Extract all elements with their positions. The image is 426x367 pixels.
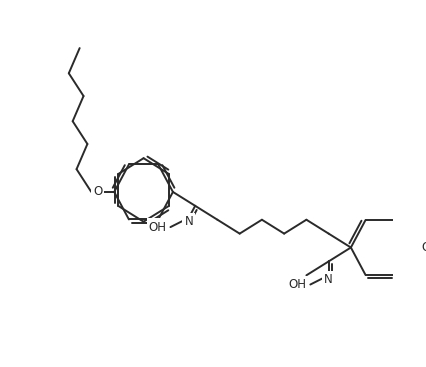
Text: N: N (323, 273, 332, 286)
Text: OH: OH (148, 221, 167, 233)
Text: OH: OH (288, 278, 306, 291)
Text: O: O (93, 185, 102, 199)
Text: O: O (420, 241, 426, 254)
Text: N: N (184, 215, 193, 228)
